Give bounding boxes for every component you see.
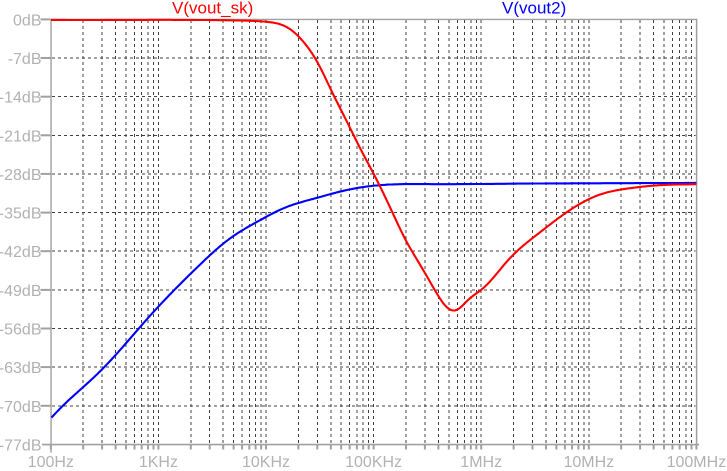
svg-text:-7dB: -7dB <box>8 51 42 68</box>
svg-text:10MHz: 10MHz <box>563 454 614 471</box>
svg-text:100KHz: 100KHz <box>345 454 402 471</box>
svg-text:V(vout2): V(vout2) <box>502 0 566 18</box>
svg-text:100Hz: 100Hz <box>28 454 74 471</box>
svg-text:-77dB: -77dB <box>0 437 42 454</box>
svg-text:0dB: 0dB <box>13 12 41 29</box>
svg-text:-63dB: -63dB <box>0 360 42 377</box>
svg-text:-14dB: -14dB <box>0 90 42 107</box>
svg-text:1KHz: 1KHz <box>139 454 178 471</box>
svg-text:-49dB: -49dB <box>0 283 42 300</box>
svg-text:100MHz: 100MHz <box>667 454 727 471</box>
svg-text:-21dB: -21dB <box>0 128 42 145</box>
svg-text:V(vout_sk): V(vout_sk) <box>172 0 253 18</box>
svg-text:-28dB: -28dB <box>0 167 42 184</box>
svg-text:-56dB: -56dB <box>0 322 42 339</box>
svg-text:1MHz: 1MHz <box>460 454 502 471</box>
svg-text:10KHz: 10KHz <box>242 454 290 471</box>
svg-text:-42dB: -42dB <box>0 244 42 261</box>
svg-text:-70dB: -70dB <box>0 399 42 416</box>
svg-text:-35dB: -35dB <box>0 206 42 223</box>
